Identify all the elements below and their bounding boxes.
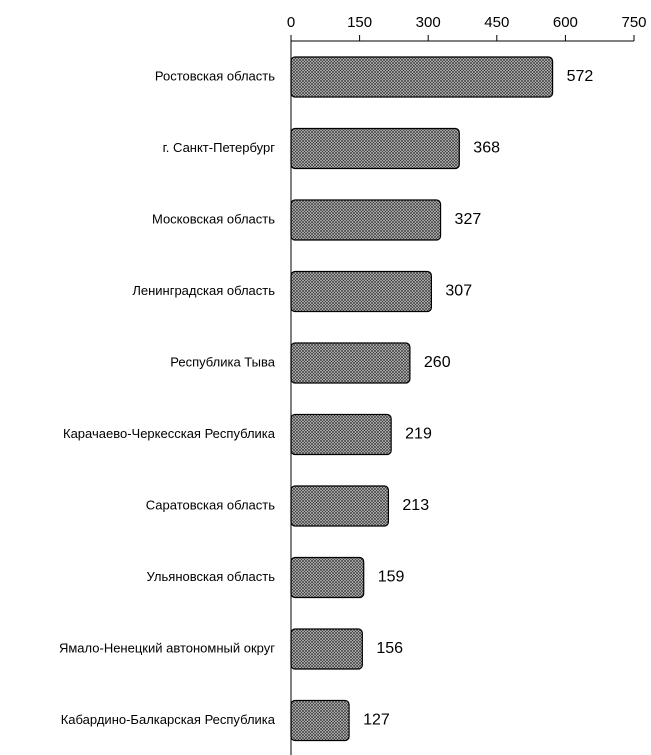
category-labels: Ростовская область г. Санкт-Петербург Моск… bbox=[59, 68, 276, 727]
data-label: 307 bbox=[445, 283, 472, 300]
bars bbox=[291, 57, 553, 741]
category-label: Московская область bbox=[152, 211, 275, 226]
category-label: Ленинградская область bbox=[132, 283, 275, 298]
bar bbox=[291, 415, 391, 455]
bar bbox=[291, 200, 441, 240]
x-tick-label: 300 bbox=[416, 14, 441, 31]
x-tick-label: 0 bbox=[287, 14, 295, 31]
bar bbox=[291, 343, 410, 383]
data-label: 327 bbox=[455, 211, 482, 228]
category-label: Республика Тыва bbox=[170, 354, 276, 369]
category-label: Ульяновская область bbox=[147, 569, 276, 584]
bar bbox=[291, 558, 364, 598]
data-label: 213 bbox=[402, 497, 429, 514]
data-label: 572 bbox=[567, 68, 594, 85]
x-tick-label: 150 bbox=[347, 14, 372, 31]
bar bbox=[291, 486, 388, 526]
bar bbox=[291, 701, 349, 741]
category-label: Карачаево-Черкесская Республика bbox=[63, 426, 276, 441]
category-label: Ростовская область bbox=[155, 68, 275, 83]
data-label: 127 bbox=[363, 712, 390, 729]
data-label: 368 bbox=[473, 140, 500, 157]
bar bbox=[291, 629, 362, 669]
x-tick-label: 450 bbox=[484, 14, 509, 31]
category-label: Кабардино-Балкарская Республика bbox=[61, 712, 276, 727]
x-tick-label: 600 bbox=[553, 14, 578, 31]
category-label: Ямало-Ненецкий автономный округ bbox=[59, 640, 275, 655]
category-label: г. Санкт-Петербург bbox=[163, 140, 276, 155]
bar bbox=[291, 129, 459, 169]
data-label: 156 bbox=[376, 640, 403, 657]
data-label: 219 bbox=[405, 426, 432, 443]
data-label: 260 bbox=[424, 354, 451, 371]
category-label: Саратовская область bbox=[146, 497, 275, 512]
bar bbox=[291, 57, 553, 97]
data-label: 159 bbox=[378, 569, 405, 586]
bar bbox=[291, 272, 431, 312]
x-tick-label: 750 bbox=[621, 14, 646, 31]
